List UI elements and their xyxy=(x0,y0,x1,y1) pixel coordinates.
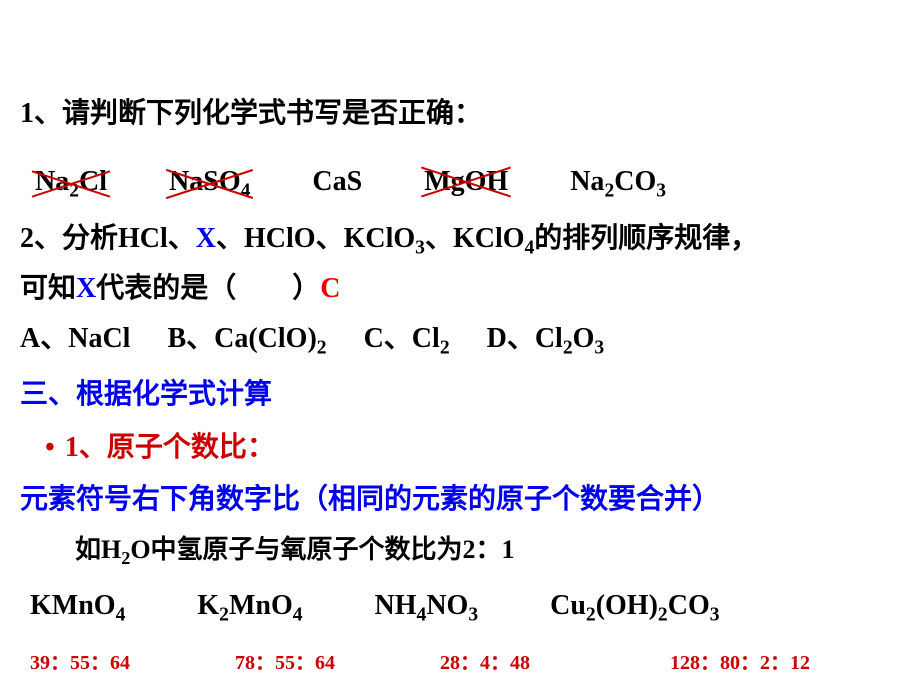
q2-line2a: 可知 xyxy=(20,273,76,304)
section3-title: 三、根据化学式计算 xyxy=(20,371,900,419)
q2-line2b: 代表的是（ ） xyxy=(96,273,320,304)
compound-kmno4: KMnO4 xyxy=(30,590,125,621)
rule-text: 元素符号右下角数字比（相同的元素的原子个数要合并） xyxy=(20,476,900,524)
question2-line1: 2、分析HCl、X、HClO、KClO3、KClO4的排列顺序规律， xyxy=(20,215,900,265)
formula-naso4: NaSO4 xyxy=(169,158,250,208)
ratio1: 39：55：64 xyxy=(30,646,230,680)
ratio3: 28：4：48 xyxy=(440,646,665,680)
formula-na2cl: Na2Cl xyxy=(35,158,107,208)
compound-k2mno4: K2MnO4 xyxy=(197,590,302,621)
question2-line2: 可知X代表的是（ ）C xyxy=(20,265,900,313)
question1-title: 1、请判断下列化学式书写是否正确： xyxy=(20,90,900,138)
formula-mgoh: MgOH xyxy=(424,158,508,206)
option-a: A、NaCl xyxy=(20,323,130,354)
slide-content: 1、请判断下列化学式书写是否正确： Na2Cl NaSO4 CaS MgOH N… xyxy=(0,0,920,700)
compounds-row: KMnO4 K2MnO4 NH4NO3 Cu2(OH)2CO3 xyxy=(20,582,900,632)
q2-x2: X xyxy=(76,273,96,304)
option-c: C、Cl2 xyxy=(364,323,450,354)
q2-x1: X xyxy=(196,223,216,254)
option-b: B、Ca(ClO)2 xyxy=(167,323,326,354)
ratio2: 78：55：64 xyxy=(235,646,435,680)
q2-mid: 、HClO、KClO3、KClO4的排列顺序规律， xyxy=(216,223,758,254)
ratio4: 128：80：2：12 xyxy=(670,646,810,680)
option-d: D、Cl2O3 xyxy=(487,323,605,354)
formula-na2co3: Na2CO3 xyxy=(570,158,666,208)
bullet-icon: • xyxy=(45,432,55,463)
compound-nh4no3: NH4NO3 xyxy=(375,590,479,621)
q2-answer: C xyxy=(320,273,340,304)
example-text: 如H2O中氢原子与氧原子个数比为2：1 xyxy=(20,528,900,574)
ratios-row: 39：55：64 78：55：64 28：4：48 128：80：2：12 xyxy=(20,646,900,680)
formula-cas: CaS xyxy=(312,158,362,206)
q2-prefix: 2、分析HCl、 xyxy=(20,223,196,254)
subsection1: • 1、原子个数比： xyxy=(20,424,900,472)
sub1-text: 1、原子个数比： xyxy=(65,432,275,463)
formulas-row: Na2Cl NaSO4 CaS MgOH Na2CO3 xyxy=(20,158,900,208)
compound-cu2oh2co3: Cu2(OH)2CO3 xyxy=(550,590,719,621)
options-row: A、NaCl B、Ca(ClO)2 C、Cl2 D、Cl2O3 xyxy=(20,315,900,365)
